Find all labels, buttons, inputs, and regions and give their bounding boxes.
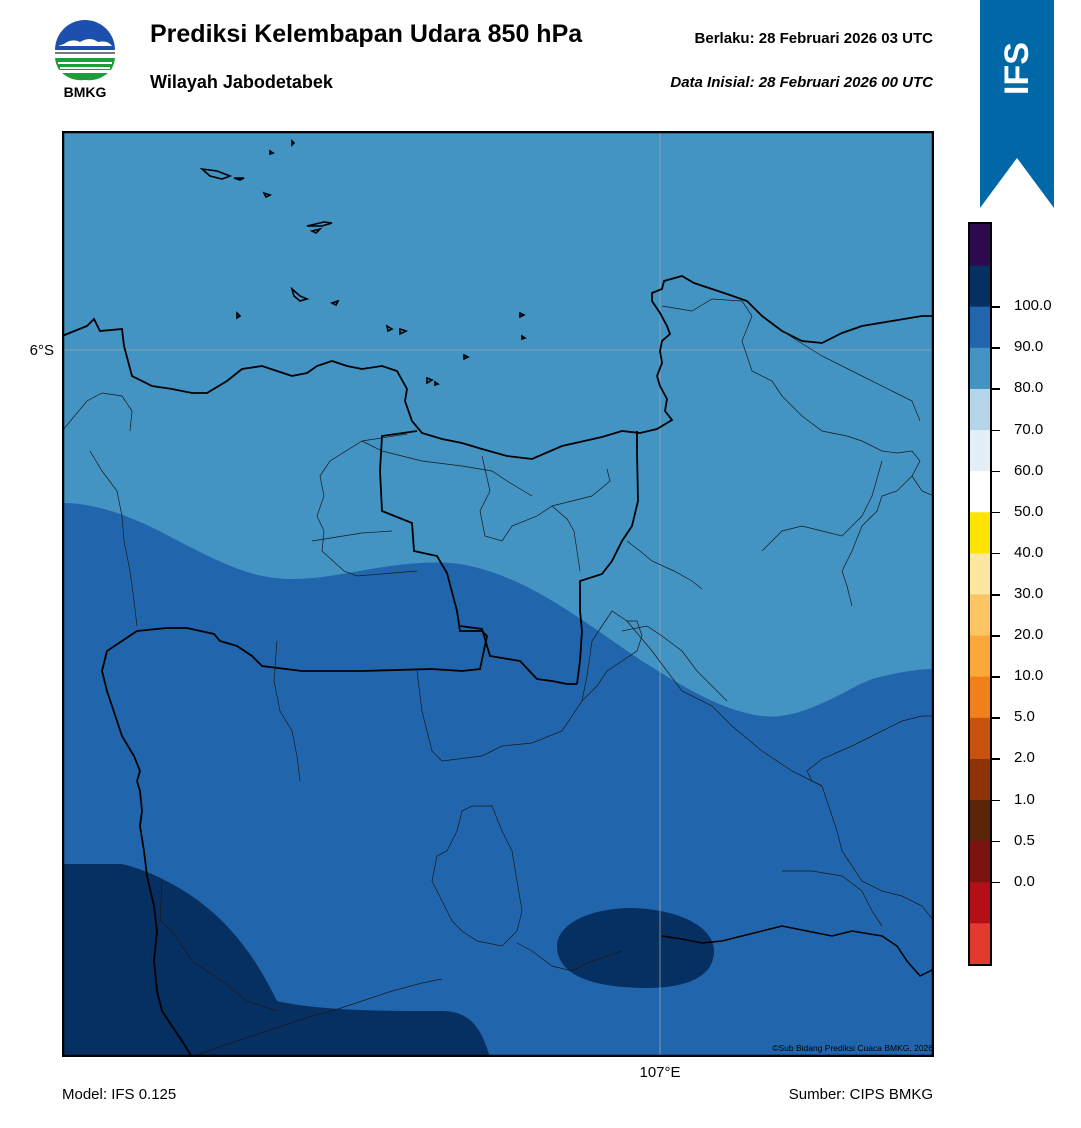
colorbar-tick [992, 758, 1000, 760]
colorbar-bin [970, 758, 990, 801]
colorbar-frame [968, 222, 992, 966]
colorbar-bin [970, 552, 990, 595]
map-title: Prediksi Kelembapan Udara 850 hPa [150, 20, 583, 48]
colorbar-bin [970, 470, 990, 513]
valid-time: Berlaku: 28 Februari 2026 03 UTC [694, 30, 933, 47]
colorbar-tick-label: 2.0 [1014, 749, 1035, 767]
map-credit: ©Sub Bidang Prediksi Cuaca BMKG, 2026 [772, 1043, 933, 1053]
colorbar-tick-label: 0.5 [1014, 831, 1035, 849]
colorbar-tick [992, 552, 1000, 555]
coastline [62, 275, 934, 460]
humidity-field-80-90 [62, 503, 934, 1057]
logo-text: BMKG [63, 84, 107, 100]
initial-time: Data Inisial: 28 Februari 2026 00 UTC [670, 74, 933, 91]
colorbar [968, 222, 992, 966]
regency-boundary-south [661, 925, 934, 977]
colorbar-bin [970, 511, 990, 554]
map-frame [62, 131, 934, 1057]
colorbar-bin [970, 306, 990, 348]
colorbar-bin [970, 717, 990, 759]
colorbar-tick [992, 511, 1000, 514]
colorbar-bin [970, 388, 990, 431]
source-label: Sumber: CIPS BMKG [788, 1086, 933, 1103]
colorbar-tick [992, 429, 1000, 432]
longitude-label: 107°E [639, 1064, 681, 1081]
colorbar-tick-label: 0.0 [1014, 872, 1035, 890]
colorbar-tick-label: 30.0 [1014, 585, 1044, 602]
colorbar-tick-label: 5.0 [1014, 708, 1035, 726]
province-boundary-east [576, 431, 639, 685]
colorbar-tick [992, 676, 1000, 678]
colorbar-tick [992, 347, 1000, 349]
humidity-field-90-100 [62, 864, 490, 1057]
colorbar-tick-label: 40.0 [1014, 543, 1044, 561]
colorbar-tick-label: 50.0 [1014, 502, 1044, 520]
latitude-label: 6°S [29, 342, 54, 359]
colorbar-bin [970, 594, 990, 636]
humidity-map [62, 131, 934, 1057]
province-boundary-west [101, 430, 488, 1057]
bmkg-logo [55, 20, 115, 81]
colorbar-tick-label: 60.0 [1014, 461, 1044, 479]
province-boundary-south [459, 625, 577, 685]
colorbar-tick [992, 470, 1000, 473]
colorbar-tick [992, 635, 1000, 637]
model-label: Model: IFS 0.125 [62, 1086, 177, 1103]
colorbar-bin [970, 347, 990, 389]
map-subtitle: Wilayah Jabodetabek [150, 72, 333, 92]
colorbar-tick [992, 717, 1000, 719]
thousand-islands [199, 139, 527, 387]
regency-boundaries [62, 298, 934, 1057]
colorbar-tick-label: 70.0 [1014, 420, 1044, 438]
colorbar-tick [992, 388, 1000, 390]
colorbar-tick-label: 100.0 [1014, 297, 1052, 315]
colorbar-tick [992, 799, 1000, 802]
colorbar-bin [970, 224, 990, 266]
colorbar-tick [992, 840, 1000, 843]
colorbar-tick [992, 881, 1000, 884]
ifs-ribbon [980, 0, 1054, 208]
colorbar-tick-label: 20.0 [1014, 626, 1044, 644]
colorbar-bin [970, 840, 990, 883]
colorbar-tick [992, 306, 1000, 308]
colorbar-bin [970, 429, 990, 472]
colorbar-tick-label: 1.0 [1014, 790, 1035, 808]
colorbar-bin [970, 265, 990, 307]
colorbar-bin [970, 676, 990, 718]
colorbar-bin [970, 799, 990, 842]
colorbar-tick [992, 594, 1000, 596]
colorbar-bin [970, 922, 990, 965]
ifs-ribbon-label: IFS [997, 41, 1036, 95]
colorbar-tick-label: 10.0 [1014, 667, 1044, 685]
colorbar-bin [970, 881, 990, 924]
colorbar-tick-label: 80.0 [1014, 379, 1044, 397]
colorbar-tick-label: 90.0 [1014, 338, 1044, 356]
humidity-field-90-100-south [557, 908, 714, 988]
colorbar-bin [970, 635, 990, 677]
